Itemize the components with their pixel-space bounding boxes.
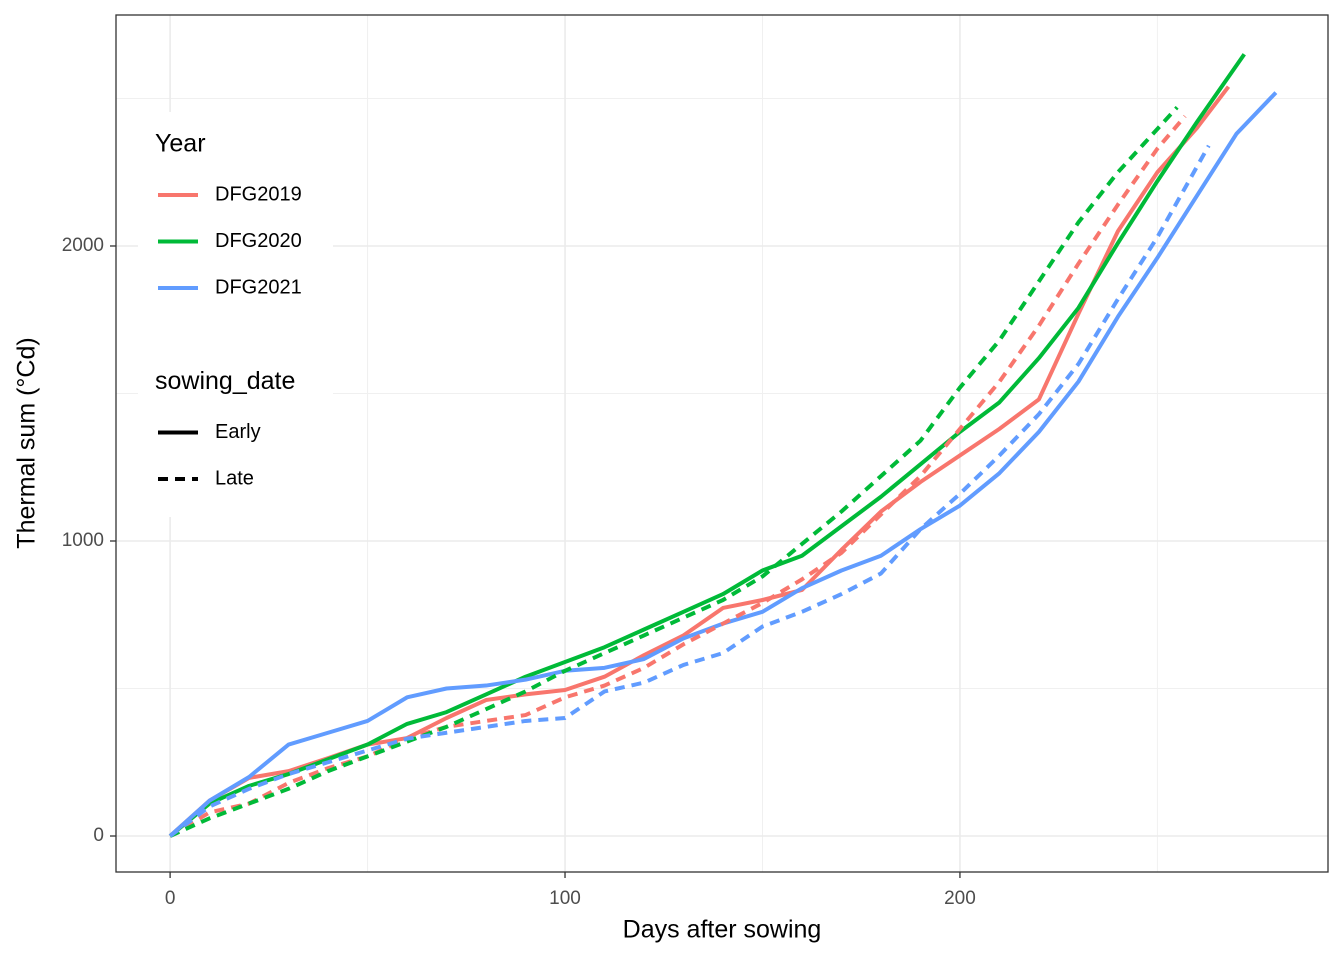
- plot-border: [115, 14, 1329, 873]
- y-tick-label: 1000: [62, 530, 104, 551]
- legend-label: Early: [215, 421, 261, 443]
- x-axis-title: Days after sowing: [623, 916, 822, 944]
- series-line: [169, 114, 1187, 838]
- series-line: [169, 105, 1179, 838]
- legend: Year DFG2019 DFG2020 DFG2021 sowing_date Earl…: [138, 112, 333, 517]
- grid: [116, 15, 1328, 872]
- legend-title: sowing_date: [155, 367, 295, 395]
- y-axis-title: Thermal sum (°Cd): [13, 337, 41, 548]
- series-line: [168, 53, 1246, 838]
- y-tick-label: 0: [93, 825, 104, 846]
- x-tick-label: 100: [549, 888, 581, 909]
- legend-label: DFG2020: [215, 230, 302, 252]
- y-tick-label: 2000: [62, 235, 104, 256]
- legend-label: DFG2019: [215, 183, 302, 205]
- series-line: [168, 144, 1211, 838]
- lines: [168, 53, 1278, 838]
- x-tick-label: 200: [944, 888, 976, 909]
- legend-label: DFG2021: [215, 276, 302, 298]
- legend-title: Year: [155, 130, 206, 158]
- legend-label: Late: [215, 467, 254, 489]
- legend-background: [138, 112, 333, 517]
- x-tick-label: 0: [165, 888, 176, 909]
